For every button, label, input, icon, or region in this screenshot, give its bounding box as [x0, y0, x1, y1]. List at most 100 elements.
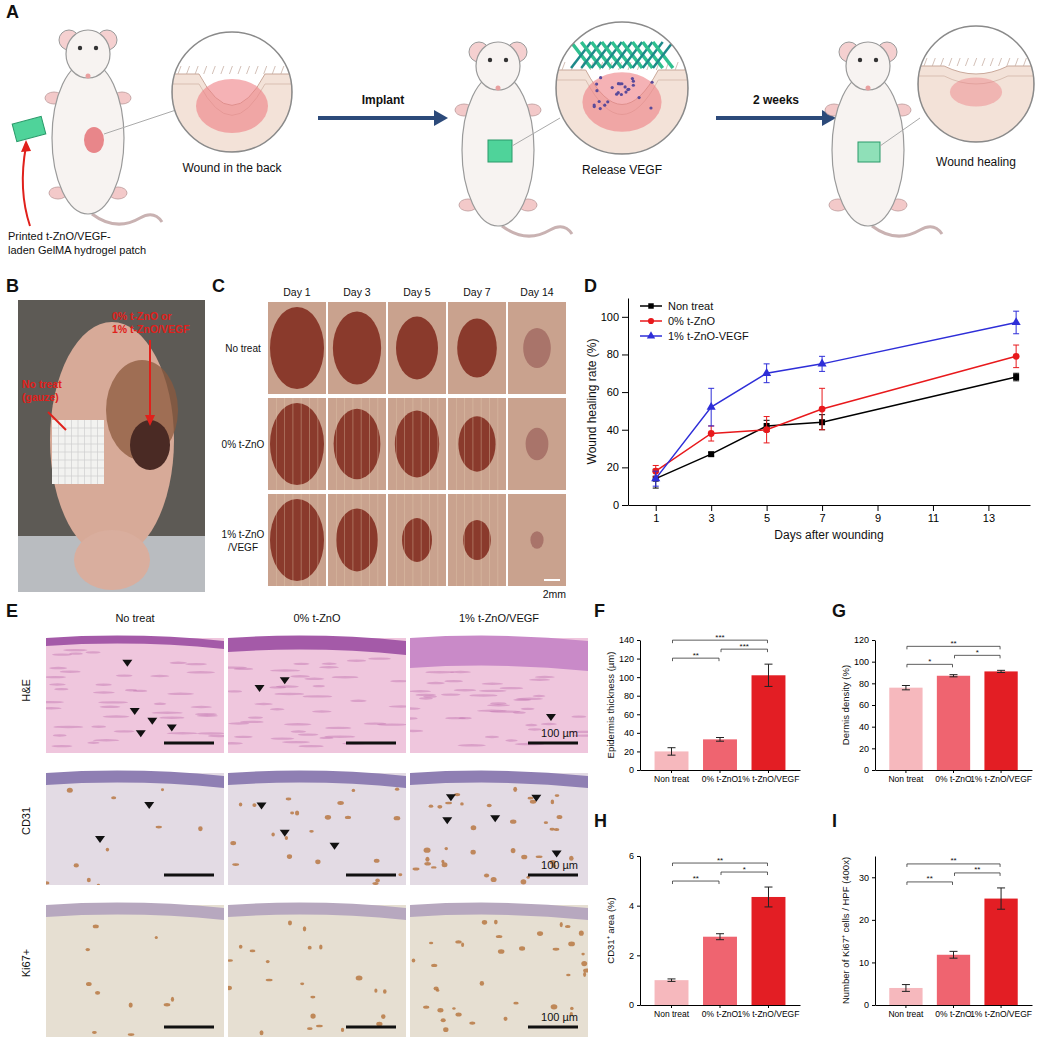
arrowhead — [546, 714, 556, 721]
tissue-feature — [185, 663, 207, 665]
histology-image — [410, 757, 588, 885]
tick: 0 — [864, 1000, 875, 1010]
tissue-feature — [319, 944, 322, 949]
tissue-feature — [568, 942, 575, 947]
gauze — [52, 420, 104, 484]
tissue-feature — [284, 723, 312, 725]
photo-skin — [328, 302, 386, 394]
photo — [328, 302, 386, 394]
tissue-feature — [266, 960, 270, 963]
tissue-feature — [491, 877, 497, 882]
tick: 0 — [629, 1000, 640, 1010]
inset-outline — [556, 22, 688, 154]
marker — [1013, 353, 1020, 360]
scale-bar — [544, 579, 560, 581]
hair — [941, 58, 944, 66]
photo-hydrogel — [404, 398, 405, 490]
tick: 7 — [820, 505, 826, 524]
tissue-feature — [471, 825, 477, 830]
tissue-feature — [288, 921, 292, 926]
tissue-feature — [95, 683, 111, 685]
tissue-feature — [560, 922, 563, 927]
arrowhead — [280, 677, 290, 684]
mouse-eye — [488, 58, 492, 62]
photo-wound — [270, 499, 324, 581]
tissue — [410, 757, 588, 885]
wound — [84, 127, 104, 153]
panel-label: C — [212, 276, 225, 296]
skin-inset — [172, 32, 292, 162]
inset-outline — [918, 26, 1034, 142]
pointer-head — [145, 415, 155, 426]
tissue — [46, 757, 224, 885]
tissue-feature — [60, 671, 81, 673]
skin-inset-content — [172, 32, 292, 162]
histology-image — [46, 757, 224, 885]
hydrogel-strut — [643, 42, 663, 68]
photo-hydrogel — [344, 398, 345, 490]
tick-label: 1% t-ZnO/VEGF — [970, 774, 1032, 784]
tissue-feature — [198, 732, 224, 734]
tick-label: 0 — [864, 1000, 869, 1010]
tick: 5 — [764, 505, 770, 524]
label: 1% t-ZnO/VEGF — [112, 323, 190, 335]
vegf-dot — [626, 88, 629, 91]
tissue-feature — [52, 653, 72, 655]
label: Release VEGF — [582, 163, 662, 177]
label: 0% t-ZnO or — [112, 310, 172, 322]
tissue — [410, 628, 588, 753]
hair — [957, 58, 960, 66]
panel-label: E — [6, 601, 18, 621]
tissue-feature — [154, 703, 166, 705]
x-axis: 135791113 — [629, 505, 1031, 524]
tick: 0 — [629, 765, 640, 775]
legend-marker — [648, 318, 654, 324]
tick-label: 11 — [928, 512, 939, 524]
axis-line — [629, 505, 1031, 506]
tick-mark — [933, 505, 934, 511]
tick-label: 40 — [607, 424, 619, 436]
histology-image — [228, 889, 406, 1037]
column-header: Day 1 — [283, 286, 311, 298]
tissue — [228, 628, 406, 753]
hair — [949, 58, 952, 66]
tissue-feature — [312, 710, 332, 712]
tick: 120 — [619, 654, 640, 664]
tissue-feature — [228, 690, 242, 692]
tissue-feature — [423, 695, 437, 697]
tissue-feature — [345, 816, 351, 819]
tissue-feature — [368, 657, 391, 659]
error-bar — [764, 664, 772, 686]
tissue-feature — [579, 931, 584, 936]
photo-hydrogel — [464, 494, 465, 586]
x-axis: Non treat0% t-ZnO1% t-ZnO/VEGF — [641, 1005, 801, 1019]
pointer-arrow — [23, 146, 30, 226]
tick-label: 0 — [864, 765, 869, 775]
tissue — [228, 757, 406, 885]
histology-image — [228, 628, 406, 753]
mouse — [455, 42, 572, 236]
tissue-feature — [316, 1025, 323, 1027]
tissue-feature — [566, 974, 570, 977]
tick: 2 — [629, 951, 640, 961]
tissue-feature — [437, 1008, 443, 1012]
mouse-tail — [872, 226, 942, 236]
tissue — [46, 889, 224, 1037]
significance-label: ** — [717, 856, 723, 865]
tissue-feature — [445, 802, 452, 805]
tissue-feature — [156, 826, 162, 829]
tissue-feature — [521, 855, 527, 860]
skin-inset-content — [556, 22, 688, 164]
mouse-tail — [502, 226, 572, 236]
photo-wound — [336, 509, 378, 572]
photo-wound — [270, 307, 324, 389]
hydrogel-strut — [632, 42, 652, 68]
tissue-feature — [103, 715, 130, 717]
tissue-feature — [441, 1018, 446, 1022]
epidermis — [228, 771, 406, 788]
tick-mark — [872, 770, 875, 771]
tissue-feature — [46, 707, 62, 709]
tissue-feature — [389, 705, 406, 707]
tissue-feature — [513, 787, 517, 792]
tick-mark — [622, 354, 628, 355]
